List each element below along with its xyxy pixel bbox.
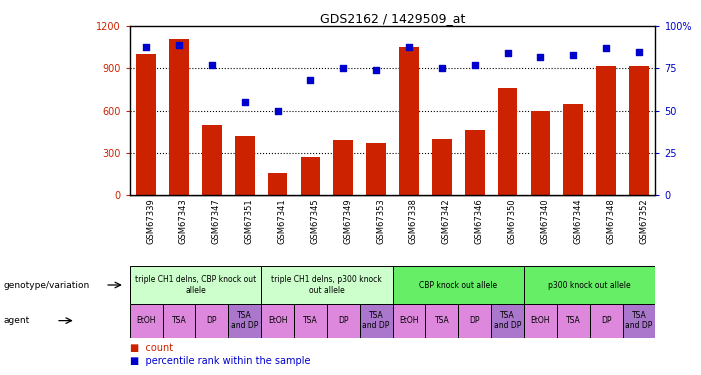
Text: GSM67347: GSM67347 <box>212 199 221 244</box>
Text: EtOH: EtOH <box>268 316 287 325</box>
Bar <box>367 143 386 195</box>
Text: GSM67342: GSM67342 <box>442 199 451 244</box>
Bar <box>564 104 583 195</box>
Bar <box>524 266 655 304</box>
Title: GDS2162 / 1429509_at: GDS2162 / 1429509_at <box>320 12 465 25</box>
Point <box>338 65 349 71</box>
Bar <box>196 304 229 338</box>
Text: CBP knock out allele: CBP knock out allele <box>419 280 497 290</box>
Point <box>239 99 250 105</box>
Text: genotype/variation: genotype/variation <box>4 280 90 290</box>
Bar <box>465 130 484 195</box>
Text: GSM67343: GSM67343 <box>179 199 188 244</box>
Point <box>469 62 480 68</box>
Bar <box>261 304 294 338</box>
Point <box>305 77 316 83</box>
Text: TSA
and DP: TSA and DP <box>494 311 522 330</box>
Text: p300 knock out allele: p300 knock out allele <box>548 280 631 290</box>
Bar <box>622 304 655 338</box>
Text: GSM67338: GSM67338 <box>409 199 418 244</box>
Text: DP: DP <box>601 316 611 325</box>
Bar <box>136 54 156 195</box>
Text: TSA: TSA <box>303 316 318 325</box>
Bar <box>498 88 517 195</box>
Text: GSM67353: GSM67353 <box>376 199 385 244</box>
Bar <box>360 304 393 338</box>
Text: GSM67352: GSM67352 <box>639 199 648 244</box>
Text: triple CH1 delns, CBP knock out
allele: triple CH1 delns, CBP knock out allele <box>135 275 256 295</box>
Bar <box>426 304 458 338</box>
Bar <box>268 172 287 195</box>
Point <box>206 62 217 68</box>
Bar <box>432 139 451 195</box>
Point <box>535 54 546 60</box>
Bar <box>458 304 491 338</box>
Bar <box>229 304 261 338</box>
Bar <box>393 304 426 338</box>
Text: DP: DP <box>338 316 348 325</box>
Text: TSA
and DP: TSA and DP <box>231 311 259 330</box>
Point <box>568 52 579 58</box>
Bar <box>301 157 320 195</box>
Bar <box>557 304 590 338</box>
Bar <box>261 266 393 304</box>
Text: TSA
and DP: TSA and DP <box>625 311 653 330</box>
Text: TSA: TSA <box>435 316 449 325</box>
Point <box>173 42 184 48</box>
Bar <box>130 304 163 338</box>
Bar <box>524 304 557 338</box>
Bar <box>491 304 524 338</box>
Text: GSM67348: GSM67348 <box>606 199 615 244</box>
Bar <box>163 304 196 338</box>
Bar <box>202 124 222 195</box>
Text: ■  percentile rank within the sample: ■ percentile rank within the sample <box>130 357 310 366</box>
Bar <box>235 136 254 195</box>
Text: EtOH: EtOH <box>400 316 418 325</box>
Point <box>634 49 645 55</box>
Text: GSM67346: GSM67346 <box>475 199 484 244</box>
Bar <box>597 66 616 195</box>
Text: agent: agent <box>4 316 29 325</box>
Point <box>403 44 414 50</box>
Point <box>272 108 283 114</box>
Text: GSM67351: GSM67351 <box>245 199 254 244</box>
Point <box>502 50 513 56</box>
Text: EtOH: EtOH <box>531 316 550 325</box>
Bar <box>399 47 419 195</box>
Text: GSM67345: GSM67345 <box>311 199 320 244</box>
Bar <box>590 304 622 338</box>
Text: TSA
and DP: TSA and DP <box>362 311 390 330</box>
Bar <box>327 304 360 338</box>
Point <box>601 45 612 51</box>
Text: GSM67350: GSM67350 <box>508 199 517 244</box>
Text: triple CH1 delns, p300 knock
out allele: triple CH1 delns, p300 knock out allele <box>271 275 382 295</box>
Text: GSM67349: GSM67349 <box>343 199 353 244</box>
Point <box>436 65 447 71</box>
Bar <box>629 66 649 195</box>
Text: DP: DP <box>470 316 480 325</box>
Bar <box>531 111 550 195</box>
Bar <box>294 304 327 338</box>
Text: TSA: TSA <box>566 316 580 325</box>
Text: GSM67340: GSM67340 <box>540 199 550 244</box>
Bar <box>169 39 189 195</box>
Text: GSM67341: GSM67341 <box>278 199 287 244</box>
Text: EtOH: EtOH <box>137 316 156 325</box>
Bar <box>130 266 261 304</box>
Text: DP: DP <box>207 316 217 325</box>
Text: ■  count: ■ count <box>130 343 173 353</box>
Text: GSM67344: GSM67344 <box>573 199 583 244</box>
Text: TSA: TSA <box>172 316 186 325</box>
Bar <box>393 266 524 304</box>
Point <box>140 44 151 50</box>
Bar <box>334 140 353 195</box>
Point <box>371 67 382 73</box>
Text: GSM67339: GSM67339 <box>146 199 155 244</box>
